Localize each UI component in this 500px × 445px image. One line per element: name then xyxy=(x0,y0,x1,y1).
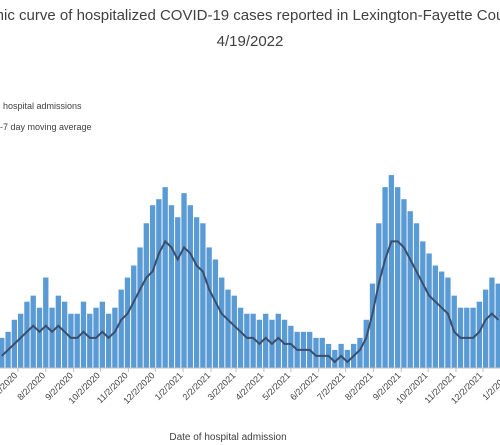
bar xyxy=(244,313,250,368)
bar xyxy=(319,337,325,368)
bar xyxy=(131,265,137,368)
bar xyxy=(495,283,500,368)
x-tick-label: 1/2/2021 xyxy=(153,370,185,402)
bar xyxy=(231,295,237,368)
bar xyxy=(394,187,401,368)
bar xyxy=(49,307,55,368)
bar xyxy=(237,307,244,368)
legend-label: -7 day moving average xyxy=(0,122,92,132)
bar xyxy=(61,301,68,368)
bar xyxy=(99,301,106,368)
bar xyxy=(275,313,281,368)
moving-average-line xyxy=(1,239,499,364)
x-tick-label: 3/2/2021 xyxy=(206,370,238,402)
bar xyxy=(17,313,24,368)
bar xyxy=(137,247,143,368)
bar xyxy=(206,247,212,368)
bar xyxy=(87,313,93,368)
x-tick-label: 8/2/2020 xyxy=(15,370,47,402)
bar xyxy=(313,337,319,368)
bar xyxy=(193,217,200,368)
bar xyxy=(263,313,269,368)
bar xyxy=(225,289,231,368)
bar xyxy=(143,223,149,368)
bar xyxy=(80,301,87,368)
bar xyxy=(168,205,175,368)
bar xyxy=(43,277,49,368)
bar xyxy=(420,241,426,368)
x-tick-label: 8/2/2021 xyxy=(343,370,375,402)
bar xyxy=(445,277,451,368)
bar xyxy=(105,313,112,368)
chart-title: emic curve of hospitalized COVID-19 case… xyxy=(0,7,500,24)
bar xyxy=(181,193,187,368)
x-tick-label: 5/2/2021 xyxy=(260,370,292,402)
bar xyxy=(30,295,36,368)
bar xyxy=(288,325,294,368)
bar xyxy=(413,223,420,368)
chart-subtitle: 4/19/2022 xyxy=(217,33,284,50)
x-tick-label: 6/2/2021 xyxy=(288,370,320,402)
bar xyxy=(357,337,363,368)
bar xyxy=(112,307,118,368)
bar xyxy=(162,187,168,368)
bar xyxy=(68,313,74,368)
bar xyxy=(426,253,432,368)
bar xyxy=(250,313,256,368)
bar xyxy=(200,223,206,368)
bar xyxy=(332,349,338,368)
x-tick-label: 1/2/2022 xyxy=(480,370,500,402)
bar xyxy=(74,313,80,368)
bar xyxy=(0,337,5,368)
bar xyxy=(388,175,395,368)
bar xyxy=(363,319,369,368)
bar xyxy=(489,277,495,368)
bar xyxy=(149,205,156,368)
bar xyxy=(118,289,124,368)
x-tick-label: 7/2/2021 xyxy=(315,370,347,402)
bar xyxy=(382,187,388,368)
bar xyxy=(482,289,489,368)
bar xyxy=(55,295,62,368)
bar xyxy=(407,211,413,368)
legend-label: hospital admissions xyxy=(3,101,82,111)
x-tick-label: 4/2/2021 xyxy=(233,370,265,402)
bar xyxy=(369,283,376,368)
bar xyxy=(187,205,193,368)
bar xyxy=(156,199,162,368)
bar xyxy=(124,277,131,368)
bar xyxy=(212,259,219,368)
bar xyxy=(432,265,439,368)
bar xyxy=(24,301,30,368)
bar xyxy=(376,223,382,368)
bar xyxy=(36,307,43,368)
bar xyxy=(438,271,445,368)
bar xyxy=(401,199,407,368)
bar xyxy=(476,301,483,368)
bar xyxy=(175,217,181,368)
x-axis-title: Date of hospital admission xyxy=(169,432,286,443)
bar xyxy=(219,277,225,368)
bar xyxy=(344,349,351,368)
